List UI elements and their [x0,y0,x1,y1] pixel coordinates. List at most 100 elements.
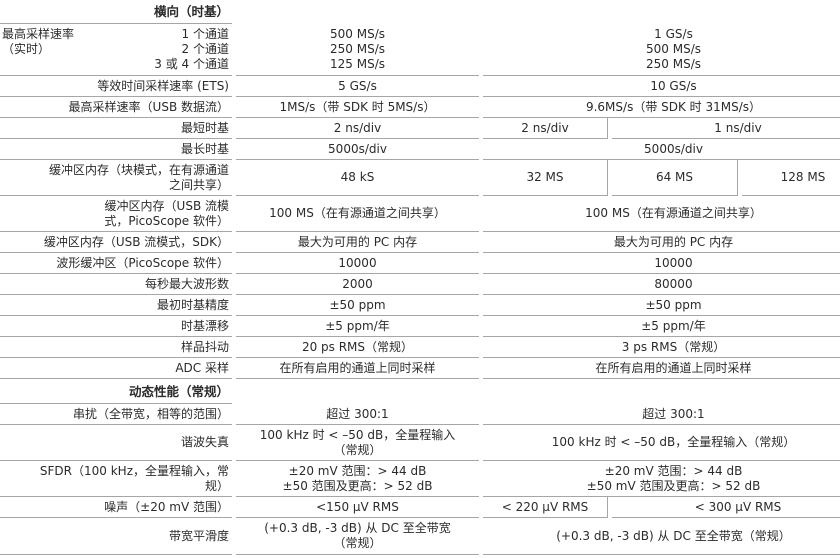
row-label: ADC 采样 [0,358,232,379]
table-row: 最高采样速率 （实时） 1 个通道 2 个通道 3 或 4 个通道 500 MS/s… [0,24,840,76]
row-label: 最短时基 [0,118,232,139]
table-row: 最长时基 5000s/div 5000s/div [0,139,840,160]
row-sublabel: 1 个通道 2 个通道 3 或 4 个通道 [154,27,229,71]
row-label: 等效时间采样速率 (ETS) [0,76,232,97]
section-spacer [236,0,840,24]
row-label-text: SFDR（100 kHz，全量程输入，常 规） [39,463,229,493]
row-label: 波形缓冲区（PicoScope 软件） [0,253,232,274]
table-row: 串扰（全带宽，相等的范围） 超过 300:1 超过 300:1 [0,404,840,425]
row-label-text: 最长时基 [180,141,229,156]
value-cell: <150 µV RMS [236,497,479,518]
row-label-main: 最高采样速率 （实时） [2,27,75,56]
row-label: 样品抖动 [0,337,232,358]
row-label-text: 波形缓冲区（PicoScope 软件） [56,255,229,270]
row-label: 缓冲区内存（USB 流模 式，PicoScope 软件） [0,196,232,232]
value-cell: 100 MS（在有源通道之间共享） [483,196,840,232]
row-label: 每秒最大波形数 [0,274,232,295]
value-cell: 64 MS [612,160,738,196]
table-row: 带宽平滑度 (+0.3 dB, -3 dB) 从 DC 至全带宽 （常规） (+0.… [0,518,840,555]
value-cell: 48 kS [236,160,479,196]
table-row: 最高采样速率（USB 数据流） 1MS/s（带 SDK 时 5MS/s） 9.6MS… [0,97,840,118]
value-cell: 1 ns/div [612,118,840,139]
value-cell: 最大为可用的 PC 内存 [483,232,840,253]
value-cell: 100 kHz 时 < –50 dB，全量程输入（常规） [483,425,840,461]
table-row: 缓冲区内存（块模式，在有源通道 之间共享） 48 kS 32 MS 64 MS 128 … [0,160,840,196]
section-title: 动态性能（常规） [0,379,232,404]
table-row: 谐波失真 100 kHz 时 < –50 dB，全量程输入 （常规） 100 kHz… [0,425,840,461]
row-label-text: 缓冲区内存（块模式，在有源通道 之间共享） [48,162,229,192]
row-label-text: 等效时间采样速率 (ETS) [97,78,229,93]
value-cell: ±20 mV 范围：> 44 dB ±50 范围及更高：> 52 dB [236,461,479,497]
row-label: 最长时基 [0,139,232,160]
row-label-text: 最短时基 [180,120,229,135]
row-label: 最初时基精度 [0,295,232,316]
value-cell: 100 MS（在有源通道之间共享） [236,196,479,232]
row-label-text: 缓冲区内存（USB 流模 式，PicoScope 软件） [104,198,229,228]
section-header: 动态性能（常规） [0,379,840,404]
row-label-text: ADC 采样 [175,360,229,375]
row-label: 最高采样速率（USB 数据流） [0,97,232,118]
value-cell: 100 kHz 时 < –50 dB，全量程输入 （常规） [236,425,479,461]
value-cell: 10000 [236,253,479,274]
row-label-text: 时基漂移 [180,318,229,333]
table-row: 每秒最大波形数 2000 80000 [0,274,840,295]
value-cell: ±20 mV 范围：> 44 dB ±50 mV 范围及更高：> 52 dB [483,461,840,497]
table-row: 最短时基 2 ns/div 2 ns/div 1 ns/div [0,118,840,139]
section-header: 横向（时基） [0,0,840,24]
row-label: 串扰（全带宽，相等的范围） [0,404,232,425]
value-cell: 在所有启用的通道上同时采样 [236,358,479,379]
value-cell: 3 ps RMS（常规） [483,337,840,358]
row-label-text: 样品抖动 [180,339,229,354]
table-row: 时基漂移 ±5 ppm/年 ±5 ppm/年 [0,316,840,337]
value-cell: 1 GS/s 500 MS/s 250 MS/s [483,24,840,76]
row-label-text: 谐波失真 [180,435,229,449]
row-label: SFDR（100 kHz，全量程输入，常 规） [0,461,232,497]
value-cell: 500 MS/s 250 MS/s 125 MS/s [236,24,479,76]
row-label-text: 每秒最大波形数 [144,276,229,291]
table-row: 等效时间采样速率 (ETS) 5 GS/s 10 GS/s [0,76,840,97]
value-cell: 20 ps RMS（常规） [236,337,479,358]
table-row: 噪声（±20 mV 范围） <150 µV RMS < 220 µV RMS < 30… [0,497,840,518]
value-cell: ±50 ppm [236,295,479,316]
section-title: 横向（时基） [0,0,232,24]
value-cell: 128 MS [742,160,840,196]
value-cell: 5 GS/s [236,76,479,97]
table-row: 波形缓冲区（PicoScope 软件） 10000 10000 [0,253,840,274]
value-cell: 9.6MS/s（带 SDK 时 31MS/s） [483,97,840,118]
value-cell: (+0.3 dB, -3 dB) 从 DC 至全带宽 （常规） [236,518,479,555]
row-label-text: 带宽平滑度 [168,528,229,543]
value-cell: ±5 ppm/年 [236,316,479,337]
row-label: 最高采样速率 （实时） 1 个通道 2 个通道 3 或 4 个通道 [0,24,232,76]
row-label: 时基漂移 [0,316,232,337]
value-cell: ±50 ppm [483,295,840,316]
value-cell: 10000 [483,253,840,274]
value-cell: < 300 µV RMS [612,497,840,518]
value-cell: (+0.3 dB, -3 dB) 从 DC 至全带宽（常规） [483,518,840,555]
value-cell: 2 ns/div [236,118,479,139]
table-row: 最初时基精度 ±50 ppm ±50 ppm [0,295,840,316]
row-label: 噪声（±20 mV 范围） [0,497,232,518]
row-label-text: 噪声（±20 mV 范围） [104,499,229,514]
value-cell: 5000s/div [483,139,840,160]
table-row: 缓冲区内存（USB 流模式，SDK） 最大为可用的 PC 内存 最大为可用的 PC … [0,232,840,253]
row-label-text: 缓冲区内存（USB 流模式，SDK） [43,234,229,249]
table-row: 样品抖动 20 ps RMS（常规） 3 ps RMS（常规） [0,337,840,358]
value-cell: 5000s/div [236,139,479,160]
row-label: 缓冲区内存（USB 流模式，SDK） [0,232,232,253]
value-cell: 32 MS [483,160,608,196]
table-row: SFDR（100 kHz，全量程输入，常 规） ±20 mV 范围：> 44 dB… [0,461,840,497]
row-label-text: 最高采样速率（USB 数据流） [68,99,229,114]
value-cell: 2000 [236,274,479,295]
row-label-text: 最初时基精度 [156,297,229,312]
value-cell: 最大为可用的 PC 内存 [236,232,479,253]
value-cell: 10 GS/s [483,76,840,97]
value-cell: 2 ns/div [483,118,608,139]
value-cell: 超过 300:1 [236,404,479,425]
table-row: ADC 采样 在所有启用的通道上同时采样 在所有启用的通道上同时采样 [0,358,840,379]
row-label-text: 串扰（全带宽，相等的范围） [72,406,229,421]
row-label: 缓冲区内存（块模式，在有源通道 之间共享） [0,160,232,196]
value-cell: ±5 ppm/年 [483,316,840,337]
table-row: 缓冲区内存（USB 流模 式，PicoScope 软件） 100 MS（在有源通道… [0,196,840,232]
section-spacer [236,379,840,404]
